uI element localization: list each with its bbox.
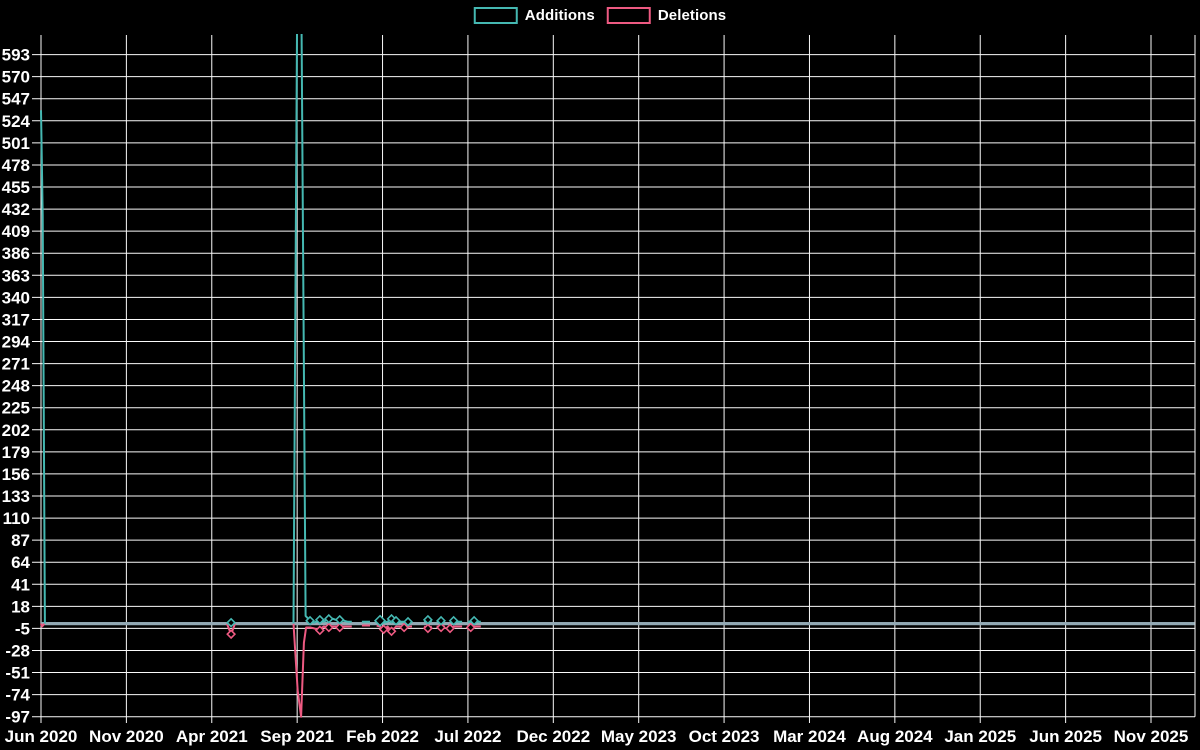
marker-diamond — [323, 622, 334, 633]
marker-diamond — [334, 622, 345, 633]
y-tick-label: 593 — [2, 46, 30, 65]
y-tick-label: -5 — [15, 619, 30, 638]
marker-diamond — [334, 614, 345, 625]
marker-diamond — [226, 629, 237, 640]
y-tick-label: 363 — [2, 266, 30, 285]
y-tick-label: 386 — [2, 244, 30, 263]
y-tick-label: 524 — [2, 112, 31, 131]
y-tick-label: 110 — [3, 509, 30, 528]
y-tick-label: 455 — [2, 178, 30, 197]
legend-item-deletions[interactable]: Deletions — [606, 7, 727, 24]
y-tick-label: -51 — [5, 664, 30, 683]
marker-diamond — [469, 615, 480, 626]
y-tick-label: 41 — [11, 575, 30, 594]
x-tick-label: Oct 2023 — [689, 727, 760, 746]
series-group — [40, 34, 481, 718]
marker-diamond — [403, 616, 413, 627]
y-tick-label: 156 — [2, 465, 30, 484]
x-tick-label: Sep 2021 — [260, 727, 334, 746]
x-tick-label: Jul 2022 — [434, 727, 501, 746]
y-tick-label: 202 — [2, 421, 30, 440]
y-tick-label: 432 — [2, 200, 30, 219]
marker-diamond — [314, 614, 325, 625]
x-tick-label: Jan 2025 — [944, 727, 1016, 746]
y-tick-label: -74 — [5, 686, 30, 705]
x-tick-label: Mar 2024 — [773, 727, 846, 746]
y-tick-label: 64 — [11, 553, 30, 572]
legend: Additions Deletions — [473, 7, 727, 24]
y-tick-label: 18 — [11, 597, 30, 616]
y-tick-label: 501 — [2, 134, 30, 153]
y-tick-label: 248 — [2, 377, 30, 396]
y-tick-label: 547 — [2, 90, 30, 109]
marker-diamond — [448, 615, 459, 626]
x-tick-label: Aug 2024 — [857, 727, 933, 746]
marker-diamond — [226, 617, 237, 628]
series-additions-line — [40, 34, 481, 628]
marker-diamond — [422, 623, 433, 634]
y-tick-label: 133 — [2, 487, 30, 506]
axis-labels: 593 570 547 524 501 478 455 432 409 386 363 340 317 2… — [2, 46, 1189, 746]
zero-baseline — [41, 622, 1195, 626]
x-tick-label: Nov 2025 — [1114, 727, 1189, 746]
marker-diamond — [305, 615, 315, 626]
y-tick-label: 87 — [11, 531, 30, 550]
x-tick-label: Jun 2020 — [5, 727, 78, 746]
y-tick-label: -97 — [5, 708, 30, 727]
series-deletions-line — [40, 622, 481, 718]
y-tick-label: 317 — [2, 310, 30, 329]
marker-diamond — [436, 622, 446, 633]
x-tick-label: May 2023 — [601, 727, 677, 746]
marker-diamond — [422, 614, 433, 625]
additions-swatch-icon — [473, 7, 518, 24]
marker-diamond — [399, 622, 410, 633]
y-tick-label: 225 — [2, 399, 30, 418]
marker-diamond — [323, 613, 334, 624]
y-tick-label: 478 — [2, 156, 30, 175]
marker-diamond — [445, 623, 455, 634]
marker-diamond — [436, 615, 446, 626]
legend-item-additions[interactable]: Additions — [473, 7, 595, 24]
x-tick-label: Feb 2022 — [346, 727, 419, 746]
y-tick-label: 294 — [2, 333, 31, 352]
y-tick-label: 271 — [2, 355, 30, 374]
marker-diamond — [386, 626, 397, 637]
gridlines — [32, 35, 1196, 723]
legend-label-deletions: Deletions — [657, 7, 727, 24]
marker-diamond — [373, 614, 387, 627]
legend-label-additions: Additions — [524, 7, 595, 24]
marker-diamond — [378, 624, 389, 635]
x-tick-label: Apr 2021 — [176, 727, 248, 746]
y-tick-label: -28 — [5, 641, 30, 660]
marker-diamond — [314, 625, 325, 636]
x-tick-label: Jun 2025 — [1029, 727, 1102, 746]
marker-diamond — [391, 615, 401, 626]
y-tick-label: 179 — [2, 443, 30, 462]
x-tick-label: Dec 2022 — [516, 727, 590, 746]
y-tick-label: 409 — [2, 222, 30, 241]
y-tick-label: 570 — [2, 68, 30, 87]
deletions-swatch-icon — [606, 7, 651, 24]
marker-diamond — [465, 622, 476, 633]
y-tick-label: 340 — [2, 288, 30, 307]
x-tick-label: Nov 2020 — [89, 727, 164, 746]
